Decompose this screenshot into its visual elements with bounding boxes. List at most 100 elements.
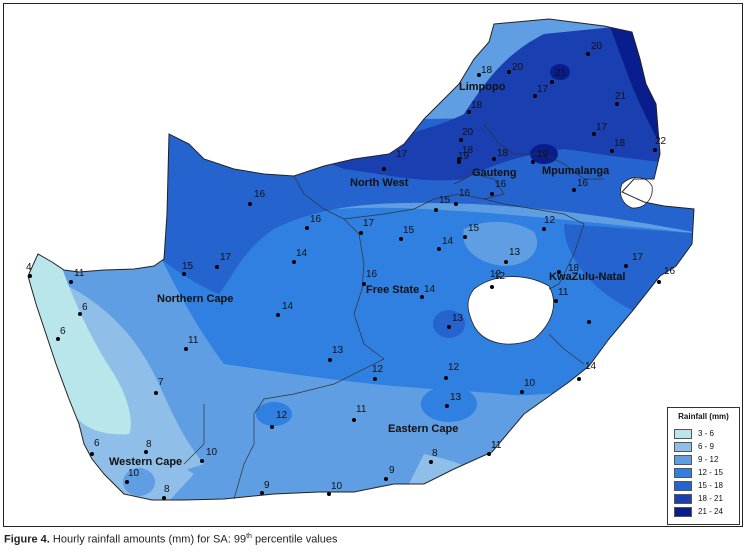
station-label: 14 [424,284,436,295]
station-dots [28,52,661,500]
station-label: 13 [452,313,464,324]
figure-number: Figure 4. [4,533,50,546]
province-label-western-cape: Western Cape [109,456,182,468]
province-label-kwazulu-natal: KwaZulu-Natal [549,271,625,283]
station-label: 20 [462,127,474,138]
station-label: 13 [332,345,344,356]
station-label: 17 [220,252,232,263]
station-label: 16 [577,178,589,189]
province-label-eastern-cape: Eastern Cape [388,423,458,435]
station-label: 18 [462,145,474,156]
caption-sup: th [246,533,252,540]
station-label: 12 [490,269,502,280]
station-label: 19 [537,149,549,160]
station-label: 16 [254,189,266,200]
station-label: 13 [450,392,462,403]
station-label: 8 [146,439,152,450]
station-label: 16 [495,179,507,190]
station-label: 21 [615,91,627,102]
province-label-free-state: Free State [366,284,419,296]
station-label: 14 [442,236,454,247]
rainfall-map: 4 11 6 6 7 6 8 10 8 10 9 10 9 8 11 12 11… [26,18,695,501]
station-label: 12 [372,364,384,375]
station-label: 10 [128,468,140,479]
legend-label: 21 - 24 [698,507,723,516]
legend-label: 12 - 15 [698,468,723,477]
station-label: 18 [497,148,509,159]
station-label: 16 [310,214,322,225]
province-label-gauteng: Gauteng [472,167,517,179]
station-label: 12 [494,271,506,282]
figure-caption: Figure 4. Hourly rainfall amounts (mm) f… [4,533,338,546]
legend-swatch [674,441,692,452]
legend-label: 15 - 18 [698,481,723,490]
rainfall-fill [28,19,694,500]
legend-swatch [674,493,692,504]
legend-item: 18 - 21 [674,493,723,504]
station-label: 11 [491,440,502,451]
legend-item: 15 - 18 [674,480,723,491]
station-label: 22 [655,136,667,147]
station-labels: 4 11 6 6 7 6 8 10 8 10 9 10 9 8 11 12 11… [26,41,676,495]
province-label-north-west: North West [350,177,409,189]
legend-label: 3 - 6 [698,429,715,438]
station-label: 9 [389,465,395,476]
province-boundaries [183,123,604,500]
station-label: 17 [596,122,608,133]
station-label: 14 [585,361,597,372]
legend-swatch [674,454,692,465]
station-label: 19 [458,151,470,162]
legend-swatch [674,506,692,517]
station-label: 12 [276,410,288,421]
station-label: 21 [555,68,567,79]
station-label: 7 [158,377,164,388]
station-label: 17 [363,218,375,229]
legend-item: 12 - 15 [674,467,723,478]
station-label: 12 [544,215,556,226]
legend-item: 3 - 6 [674,428,714,439]
station-label: 6 [82,302,88,313]
station-label: 20 [512,62,524,73]
station-label: 17 [537,84,549,95]
station-label: 10 [331,481,343,492]
province-labels: Limpopo North West Gauteng Mpumalanga No… [109,81,625,468]
station-label: 17 [632,252,644,263]
station-label: 11 [74,268,85,279]
legend-swatch [674,428,692,439]
station-label: 16 [664,266,676,277]
station-label: 12 [448,362,460,373]
station-label: 16 [459,188,471,199]
province-label-limpopo: Limpopo [459,81,506,93]
station-label: 18 [614,138,626,149]
station-label: 6 [60,326,66,337]
station-label: 15 [468,223,480,234]
caption-text-end: percentile values [251,533,338,546]
station-label: 6 [94,438,100,449]
station-label: 15 [439,195,451,206]
station-label: 17 [396,149,408,160]
station-label: 14 [296,248,308,259]
station-label: 16 [366,269,378,280]
station-label: 20 [591,41,603,52]
legend-label: 9 - 12 [698,455,719,464]
legend-item: 6 - 9 [674,441,714,452]
station-label: 11 [188,335,199,346]
legend-title: Rainfall (mm) [678,412,729,421]
station-label: 13 [509,247,521,258]
country-outline [27,18,695,501]
station-label: 10 [206,447,218,458]
map-frame: 4 11 6 6 7 6 8 10 8 10 9 10 9 8 11 12 11… [3,3,743,527]
station-label: 14 [282,301,294,312]
caption-text: Hourly rainfall amounts (mm) for SA: 99 [52,533,247,546]
station-label: 18 [471,100,483,111]
station-label: 8 [432,448,438,459]
station-label: 8 [164,484,170,495]
province-label-mpumalanga: Mpumalanga [542,165,610,177]
station-label: 4 [26,262,32,273]
station-label: 11 [558,287,569,298]
legend-label: 18 - 21 [698,494,723,503]
legend-label: 6 - 9 [698,442,715,451]
legend-item: 21 - 24 [674,506,723,517]
legend-swatch [674,467,692,478]
legend: Rainfall (mm) 3 - 6 6 - 9 9 - 12 12 - 15… [667,407,740,525]
